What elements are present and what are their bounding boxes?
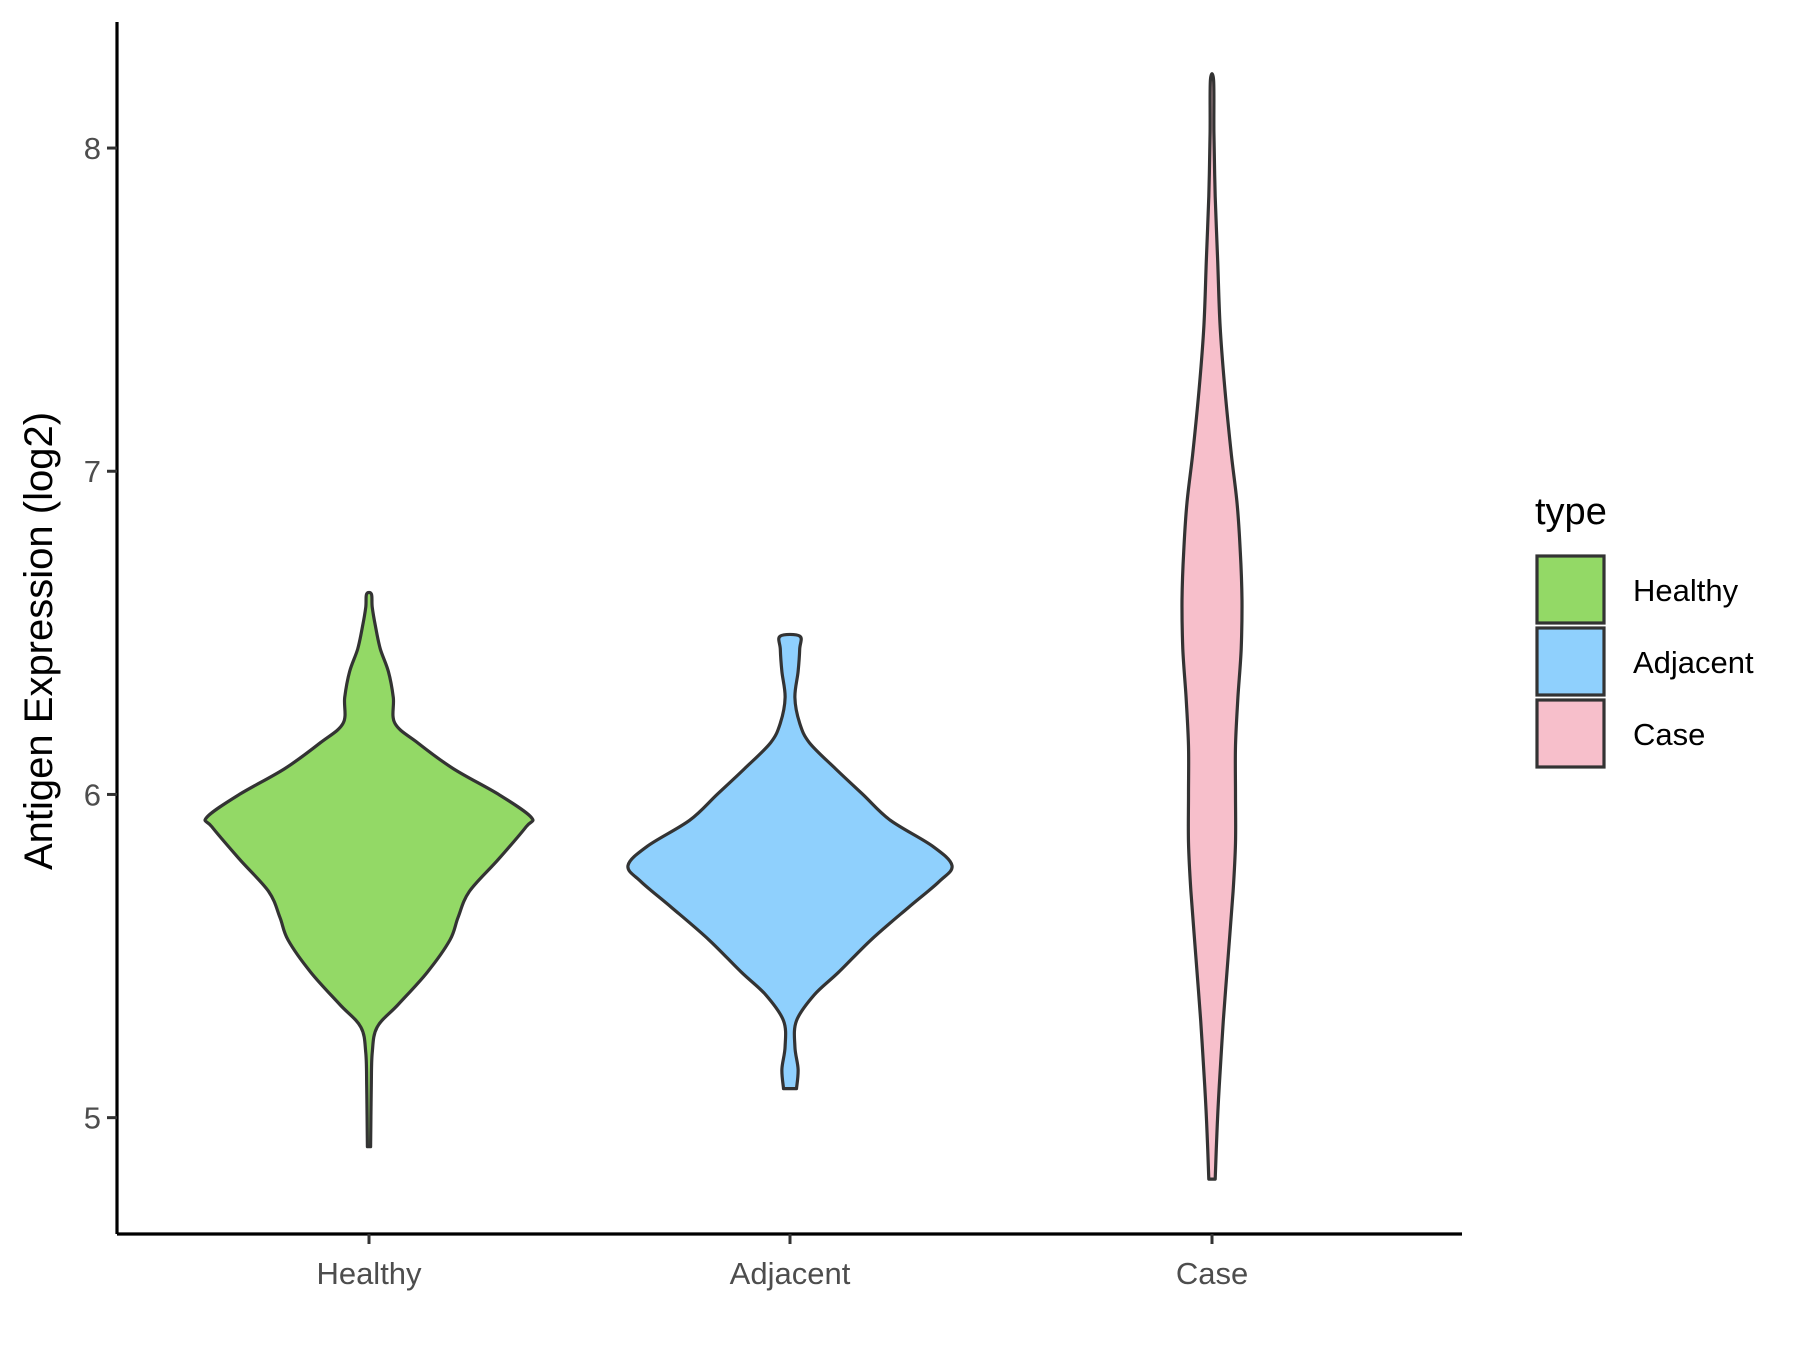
y-tick-label: 7 bbox=[84, 454, 101, 489]
x-tick-label: Adjacent bbox=[730, 1256, 851, 1291]
violin-layer bbox=[203, 72, 1244, 1181]
violin-case bbox=[1180, 72, 1244, 1181]
legend-label-healthy: Healthy bbox=[1633, 573, 1739, 608]
legend-swatch-healthy bbox=[1535, 554, 1606, 625]
legend-label-adjacent: Adjacent bbox=[1633, 645, 1754, 680]
x-tick-label: Case bbox=[1176, 1256, 1248, 1291]
legend: type Healthy Adjacent Case bbox=[1535, 491, 1754, 769]
legend-swatch-adjacent bbox=[1535, 626, 1606, 697]
y-tick-label: 6 bbox=[84, 777, 101, 812]
y-tick-label: 8 bbox=[84, 131, 101, 166]
y-axis-title: Antigen Expression (log2) bbox=[17, 412, 61, 870]
axes: 5 6 7 8 Healthy Adjacent Case bbox=[84, 22, 1462, 1291]
x-tick-label: Healthy bbox=[316, 1256, 422, 1291]
y-tick-label: 5 bbox=[84, 1101, 101, 1136]
legend-entries: Healthy Adjacent Case bbox=[1535, 554, 1754, 769]
legend-swatch-case bbox=[1535, 698, 1606, 769]
legend-title: type bbox=[1535, 491, 1607, 533]
legend-label-case: Case bbox=[1633, 717, 1705, 752]
violin-healthy bbox=[203, 590, 535, 1149]
violin-adjacent bbox=[626, 632, 954, 1091]
